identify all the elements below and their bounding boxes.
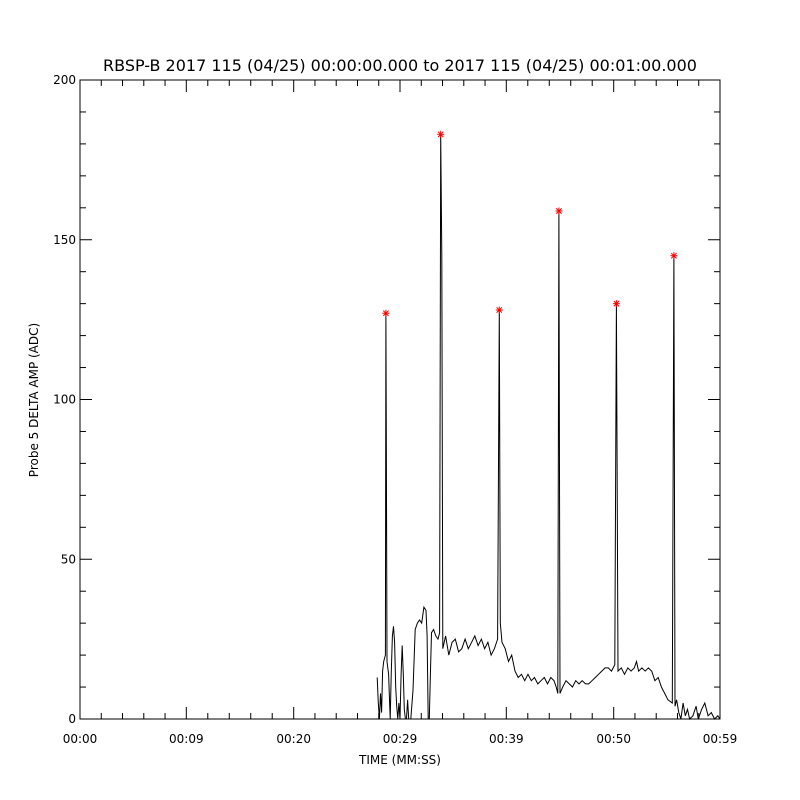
series-line: [376, 134, 721, 720]
x-tick-label: 00:20: [276, 732, 311, 746]
y-tick-label: 100: [53, 393, 76, 407]
y-axis: 0 50 100 150 200: [53, 73, 720, 726]
y-tick-label: 50: [61, 552, 76, 566]
peak-marker: [437, 130, 445, 138]
x-tick-label: 00:59: [703, 732, 738, 746]
x-tick-label: 00:09: [169, 732, 204, 746]
chart-title: RBSP-B 2017 115 (04/25) 00:00:00.000 to …: [103, 56, 697, 75]
x-tick-label: 00:39: [489, 732, 524, 746]
y-axis-label: Probe 5 DELTA AMP (ADC): [27, 323, 41, 477]
peak-markers: [382, 130, 678, 317]
peak-marker: [495, 306, 503, 314]
peak-marker: [555, 207, 563, 215]
y-tick-label: 200: [53, 73, 76, 87]
plot-frame: [79, 79, 721, 720]
x-axis: 00:00 00:09 00:20 00:29 00:39 00:50 00:59: [63, 80, 738, 746]
x-tick-label: 00:00: [63, 732, 98, 746]
peak-marker: [670, 252, 678, 260]
x-tick-label: 00:29: [383, 732, 418, 746]
y-tick-label: 0: [68, 712, 76, 726]
x-axis-label: TIME (MM:SS): [358, 753, 441, 767]
peak-marker: [612, 300, 620, 308]
peak-marker: [382, 309, 390, 317]
x-tick-label: 00:50: [596, 732, 631, 746]
y-tick-label: 150: [53, 233, 76, 247]
